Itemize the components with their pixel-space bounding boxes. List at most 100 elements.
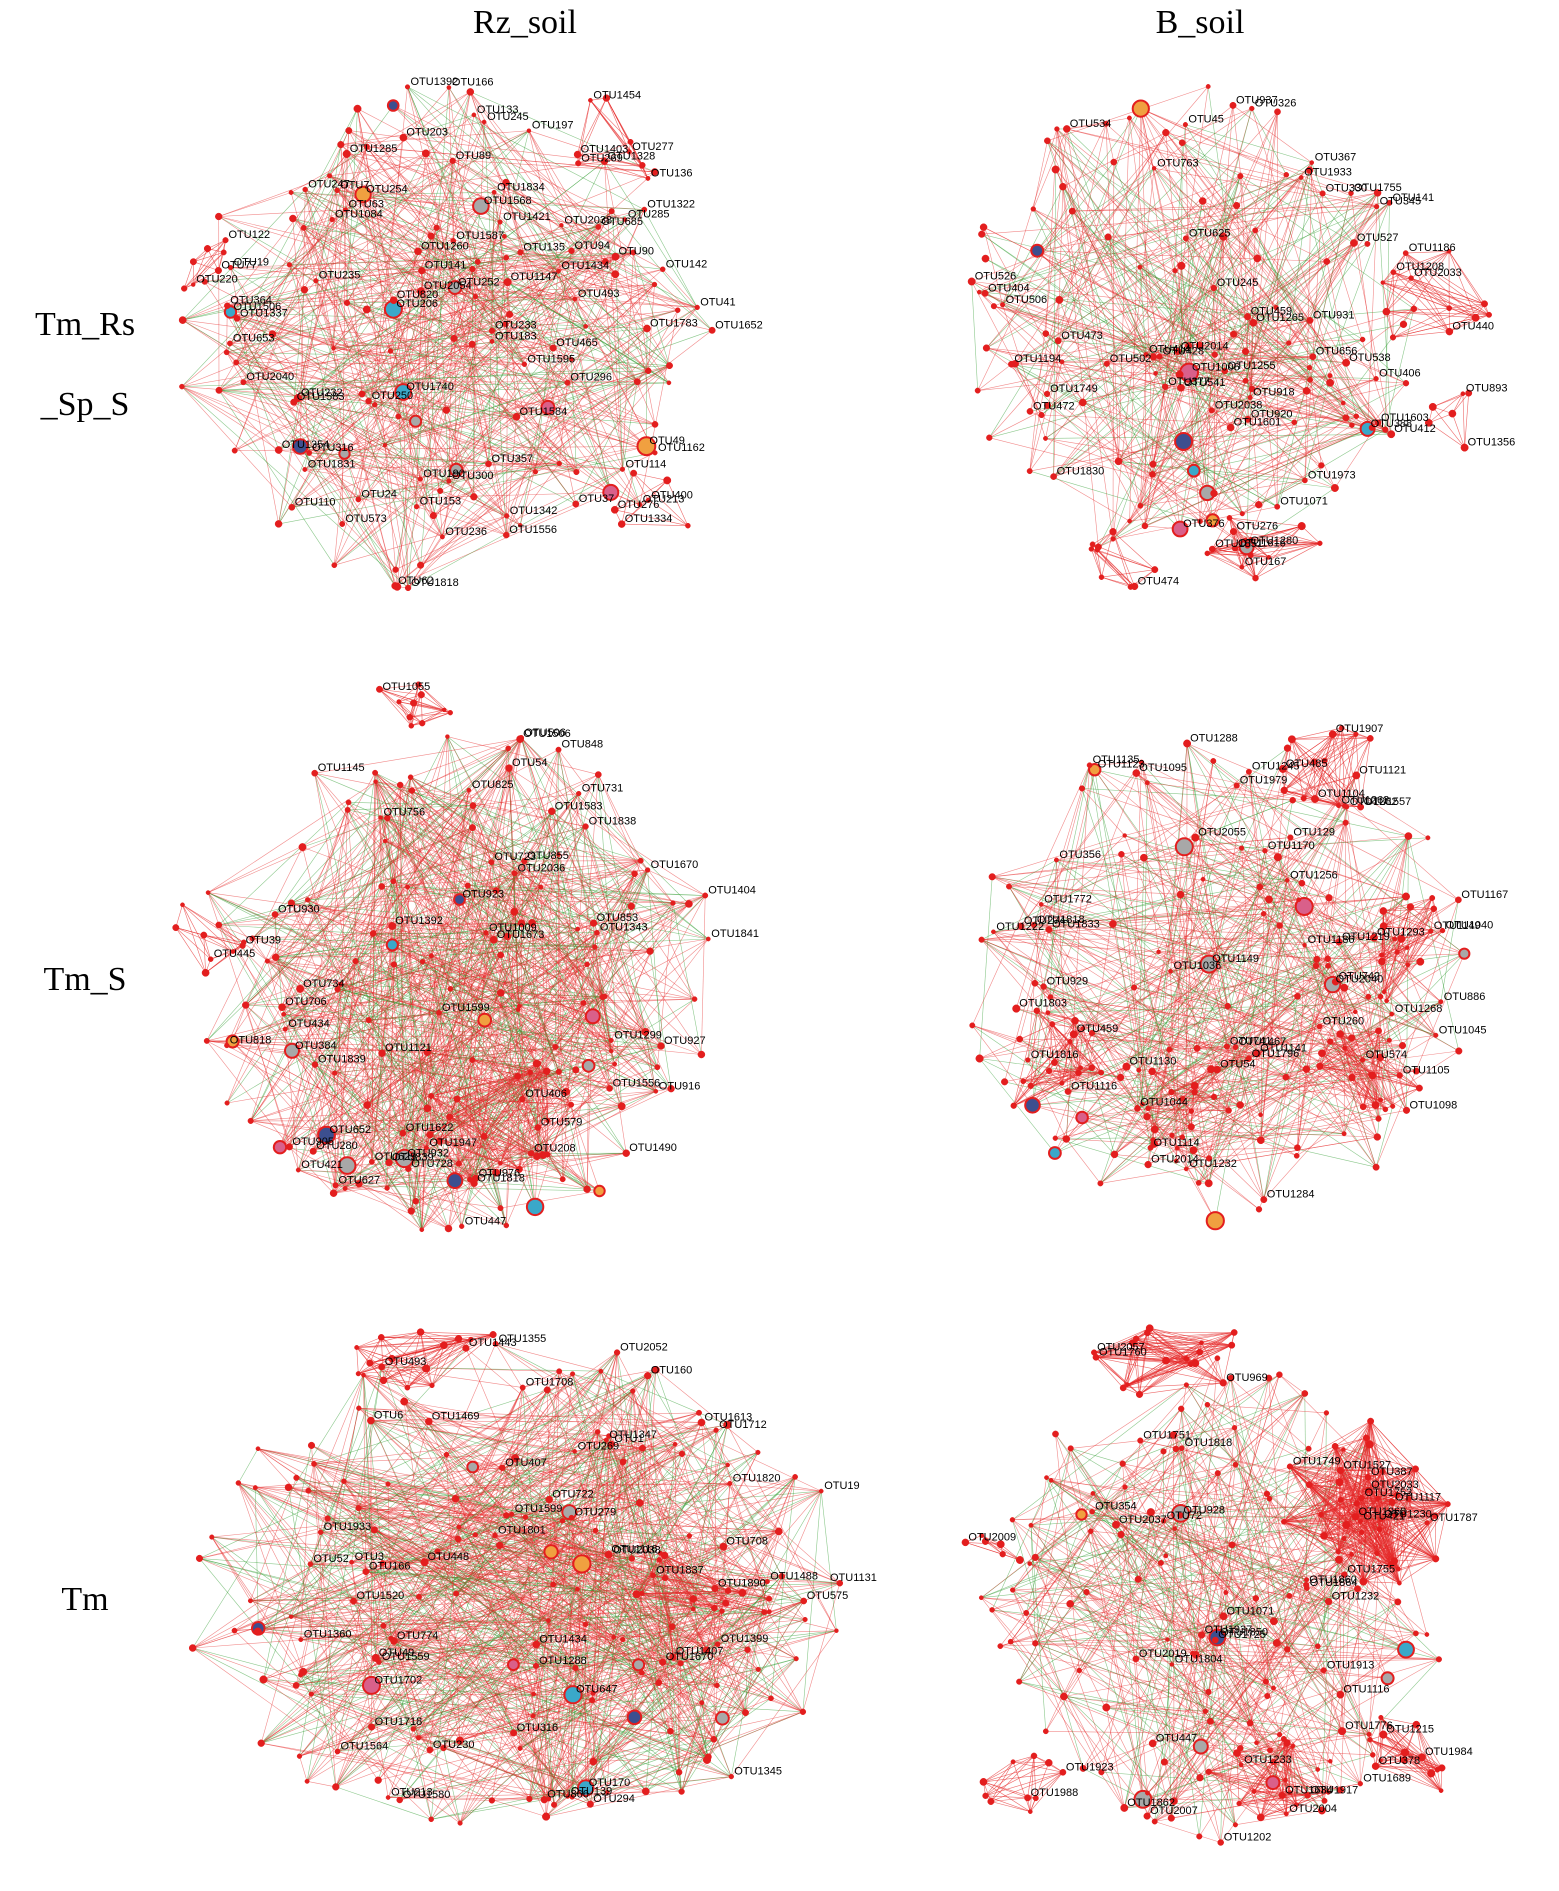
positive-edge <box>293 348 334 403</box>
positive-edge <box>420 515 507 566</box>
otu-node <box>1038 902 1044 907</box>
negative-edge <box>1152 176 1241 475</box>
positive-edge <box>611 1050 658 1068</box>
otu-node <box>1211 351 1218 358</box>
negative-edge <box>218 802 349 926</box>
otu-node <box>1455 896 1462 904</box>
positive-edge <box>578 151 630 164</box>
positive-edge <box>417 226 599 252</box>
positive-edge <box>226 950 651 1046</box>
otu-label: OTU731 <box>582 783 624 795</box>
positive-edge <box>1106 363 1407 384</box>
negative-edge <box>305 189 473 270</box>
positive-edge <box>1208 944 1305 1184</box>
otu-node <box>1161 383 1169 391</box>
positive-edge <box>218 252 634 391</box>
otu-node <box>313 278 319 284</box>
positive-edge <box>1327 896 1407 967</box>
otu-label: OTU1947 <box>429 1137 477 1149</box>
positive-edge <box>226 352 375 406</box>
negative-edge <box>252 805 474 939</box>
negative-edge <box>473 114 670 366</box>
negative-edge <box>604 161 698 308</box>
otu-node <box>532 469 539 475</box>
otu-label: OTU1255 <box>1228 360 1276 372</box>
positive-edge <box>458 938 709 1164</box>
network-b-tm-rs-sp-s: OTU376OTU388OTU1006OTU763OTU1933OTU377OT… <box>967 84 1515 591</box>
otu-label: OTU2038 <box>1215 399 1263 411</box>
positive-edge <box>314 1064 459 1164</box>
otu-node <box>1064 1088 1072 1095</box>
otu-node <box>298 843 307 852</box>
negative-edge <box>981 233 1249 420</box>
otu-node <box>627 138 634 145</box>
positive-edge <box>544 1422 702 1800</box>
negative-edge <box>250 736 448 1122</box>
otu-node <box>1294 1144 1301 1152</box>
otu-node <box>1183 1166 1189 1172</box>
negative-edge <box>1185 124 1373 428</box>
positive-edge <box>1285 1059 1363 1078</box>
otu-node <box>1226 423 1235 432</box>
positive-edge <box>384 370 649 446</box>
positive-edge <box>1351 1077 1376 1106</box>
positive-edge <box>1033 208 1160 357</box>
positive-edge <box>1282 733 1357 770</box>
positive-edge <box>1092 531 1114 545</box>
row-label-tm-s: Tm_S <box>0 940 170 1020</box>
negative-edge <box>611 211 616 257</box>
positive-edge <box>1212 548 1242 568</box>
positive-edge <box>1339 1034 1353 1078</box>
otu-node <box>562 1087 571 1096</box>
negative-edge <box>616 1352 654 1576</box>
negative-edge <box>182 189 306 321</box>
otu-label: OTU203 <box>406 127 448 139</box>
positive-edge <box>394 381 638 587</box>
positive-edge <box>362 194 421 480</box>
positive-edge <box>1112 531 1135 587</box>
otu-label: OTU142 <box>666 258 708 270</box>
negative-edge <box>600 1371 709 1757</box>
positive-edge <box>307 738 521 901</box>
positive-edge <box>1015 356 1313 365</box>
negative-edge <box>300 446 421 480</box>
positive-edge <box>1303 760 1325 799</box>
otu-node <box>441 707 447 713</box>
negative-edge <box>1311 162 1323 194</box>
positive-edge <box>1207 553 1256 579</box>
otu-node <box>1448 409 1457 418</box>
negative-edge <box>289 252 634 266</box>
negative-edge <box>420 160 453 566</box>
otu-node <box>416 287 425 296</box>
otu-label: OTU541 <box>1184 377 1226 389</box>
otu-label: OTU937 <box>1236 94 1278 106</box>
otu-label: OTU1841 <box>711 928 759 940</box>
negative-edge <box>1276 193 1352 507</box>
otu-label: OTU406 <box>525 1088 567 1100</box>
otu-node <box>1392 936 1398 942</box>
positive-edge <box>226 902 292 1046</box>
otu-node <box>619 466 626 472</box>
negative-edge <box>1081 1046 1228 1118</box>
otu-node <box>503 254 510 261</box>
otu-label: OTU54 <box>512 757 547 769</box>
positive-edge <box>1171 1085 1195 1093</box>
otu-node <box>449 157 456 164</box>
otu-label: OTU1506 <box>523 728 571 740</box>
negative-edge <box>192 1647 493 1801</box>
positive-edge <box>1309 170 1347 363</box>
positive-edge <box>394 492 611 587</box>
positive-edge <box>329 175 568 383</box>
otu-node <box>1404 945 1410 950</box>
otu-node <box>1187 1123 1195 1131</box>
positive-edge <box>230 267 279 524</box>
positive-edge <box>341 209 346 525</box>
negative-edge <box>1139 267 1147 355</box>
positive-edge <box>1011 316 1248 365</box>
otu-label: OTU930 <box>278 904 320 916</box>
otu-node <box>1143 352 1149 358</box>
otu-label: OTU1162 <box>658 442 705 454</box>
otu-node <box>1379 952 1385 958</box>
otu-node <box>1394 949 1400 955</box>
positive-edge <box>1223 236 1248 317</box>
